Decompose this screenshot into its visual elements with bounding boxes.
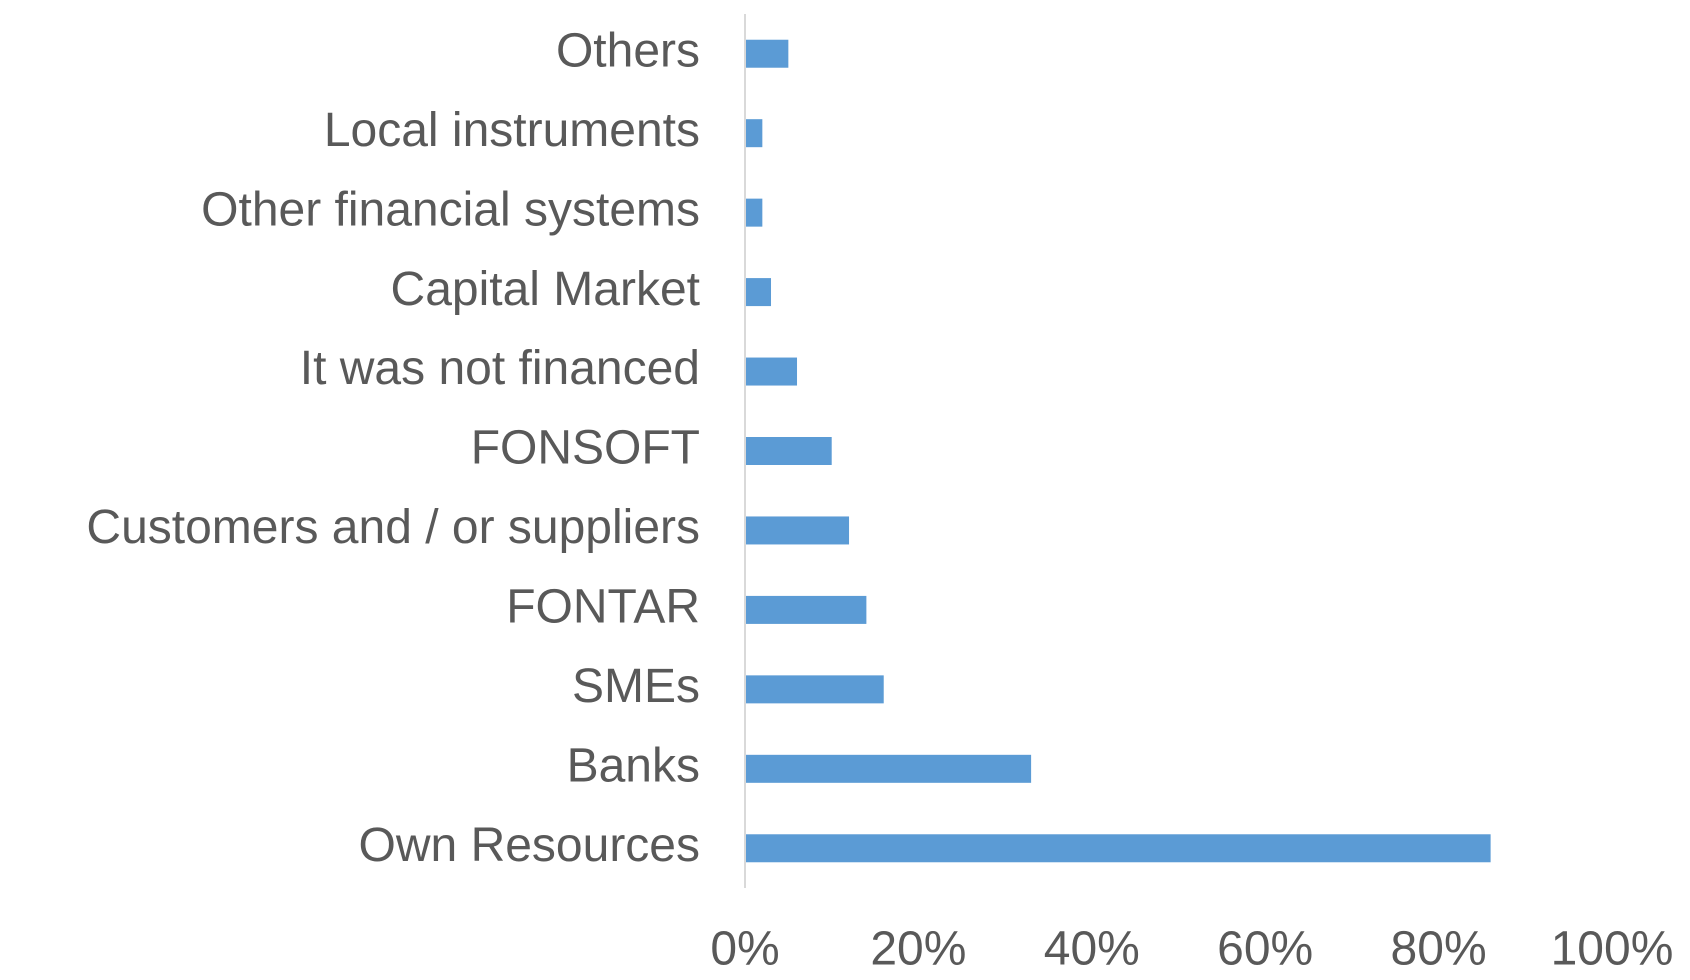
bar [745, 675, 884, 704]
y-tick-label: Own Resources [359, 819, 700, 872]
bar [745, 39, 789, 68]
bar [745, 357, 798, 386]
y-tick-label: FONTAR [506, 581, 700, 634]
y-tick-label: Customers and / or suppliers [86, 501, 700, 554]
y-tick-label: FONSOFT [471, 422, 700, 475]
y-tick-label: Capital Market [391, 263, 700, 316]
x-tick-label: 40% [1044, 923, 1140, 976]
y-tick-label: Local instruments [324, 104, 700, 157]
bar [745, 437, 832, 465]
x-tick-label: 80% [1391, 923, 1487, 976]
y-tick-label: Others [556, 24, 700, 77]
y-tick-label: It was not financed [300, 342, 700, 395]
bar [745, 516, 850, 545]
y-tick-label: Other financial systems [201, 183, 700, 236]
bar [745, 119, 763, 148]
x-tick-label: 100% [1551, 923, 1674, 976]
bar [745, 595, 867, 624]
bar [745, 278, 772, 307]
y-tick-label: Banks [567, 739, 700, 792]
bar [745, 198, 763, 227]
x-tick-label: 0% [710, 923, 779, 976]
y-tick-label: SMEs [572, 660, 700, 713]
bar [745, 754, 1032, 783]
x-tick-label: 60% [1217, 923, 1313, 976]
x-tick-label: 20% [870, 923, 966, 976]
bar [745, 834, 1491, 863]
